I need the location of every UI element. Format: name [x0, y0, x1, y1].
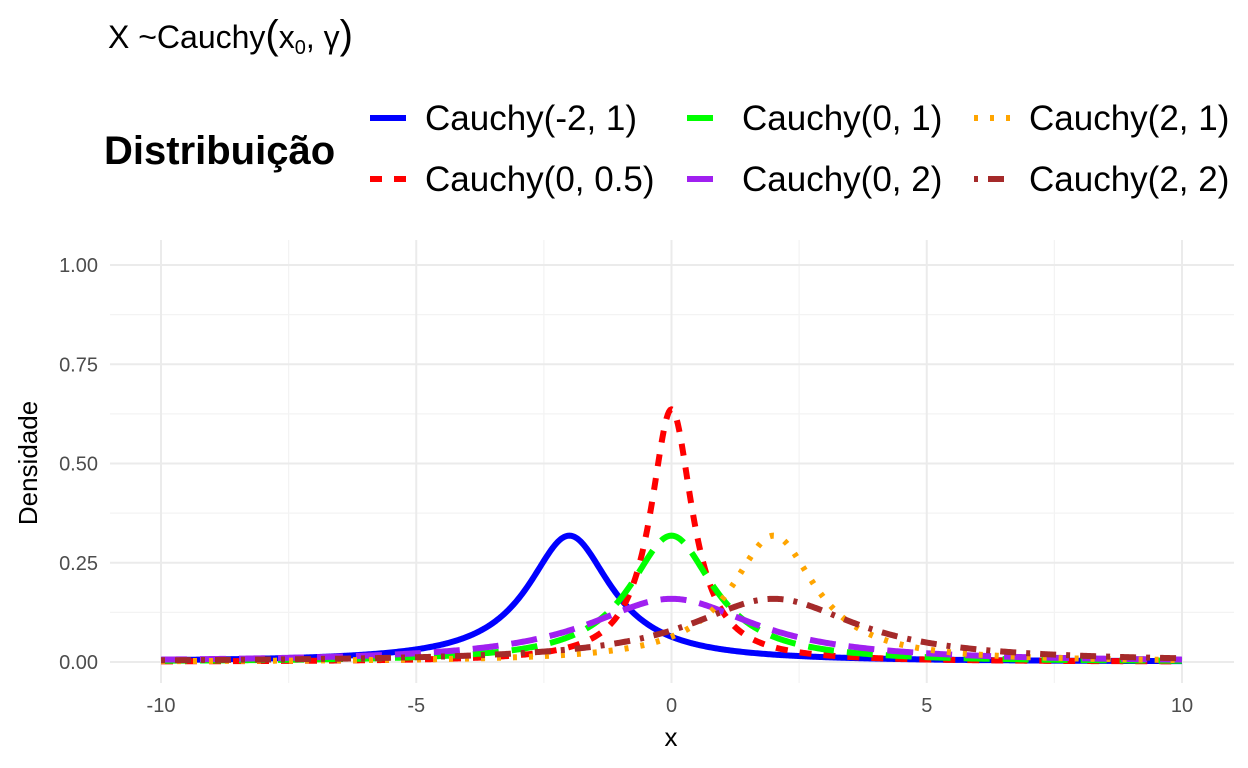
series-lines — [159, 406, 1184, 665]
legend-label: Cauchy(0, 0.5) — [425, 160, 655, 199]
legend-label: Cauchy(-2, 1) — [425, 99, 637, 138]
x-tick-label: -10 — [147, 695, 176, 717]
plot-grid — [110, 240, 1234, 683]
title-param2: γ — [324, 19, 340, 55]
y-axis-title: Densidade — [13, 401, 43, 525]
title-main: X ~Cauchy — [108, 19, 265, 55]
legend-title: Distribuição — [104, 129, 335, 173]
legend-label: Cauchy(0, 2) — [742, 160, 942, 199]
title-close-paren: ) — [340, 13, 353, 57]
legend: Distribuição Cauchy(-2, 1) Cauchy(0, 0.5)… — [104, 99, 1229, 199]
legend-label: Cauchy(0, 1) — [742, 99, 942, 138]
x-tick-label: 5 — [921, 695, 932, 717]
y-tick-label: 0.75 — [59, 354, 98, 376]
legend-label: Cauchy(2, 2) — [1029, 160, 1229, 199]
axis-ticks: -10 -5 0 5 10 0.00 0.25 0.50 0.75 1.00 — [59, 255, 1193, 717]
x-axis-title: x — [665, 722, 678, 752]
series-line — [159, 595, 1184, 664]
title-separator: , — [306, 19, 324, 55]
x-tick-label: 10 — [1171, 695, 1193, 717]
y-tick-label: 0.25 — [59, 553, 98, 575]
chart-title: X ~Cauchy(x0, γ) — [108, 13, 353, 59]
series-line — [159, 532, 1184, 665]
y-tick-label: 0.50 — [59, 454, 98, 476]
legend-label: Cauchy(2, 1) — [1029, 99, 1229, 138]
title-open-paren: ( — [265, 13, 279, 57]
title-param1: x — [279, 19, 295, 55]
x-tick-label: 0 — [666, 695, 677, 717]
y-tick-label: 1.00 — [59, 255, 98, 277]
x-tick-label: -5 — [407, 695, 425, 717]
y-tick-label: 0.00 — [59, 652, 98, 674]
title-param1-subscript: 0 — [295, 37, 306, 59]
